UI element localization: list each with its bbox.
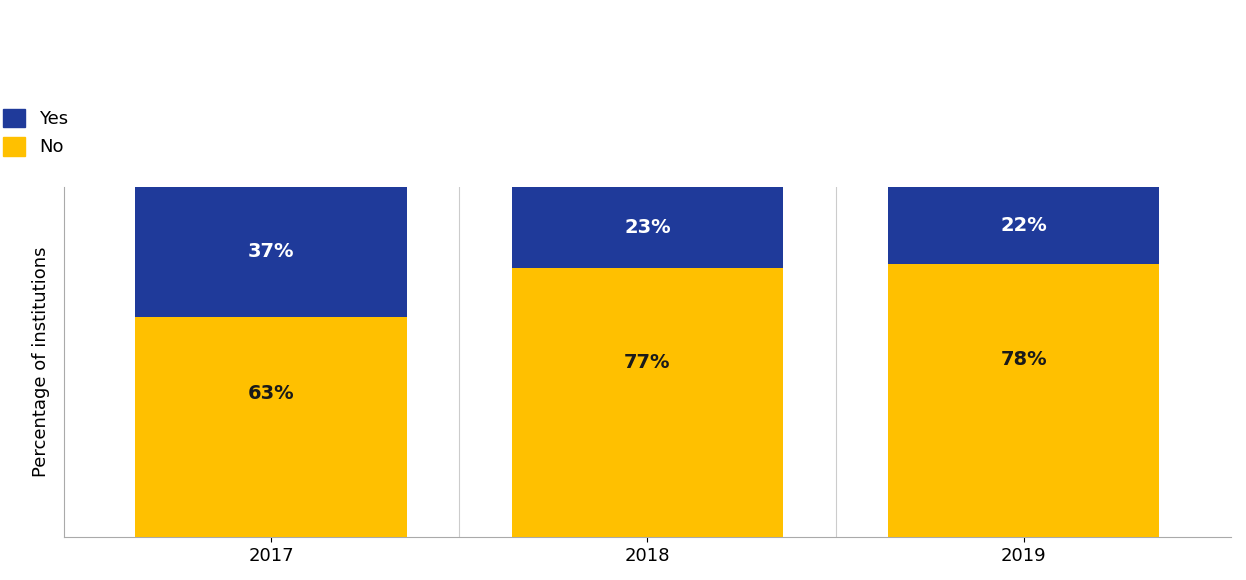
Bar bbox=[888, 187, 1160, 264]
Text: 63%: 63% bbox=[248, 385, 294, 404]
Bar bbox=[512, 268, 782, 537]
Legend: Yes, No: Yes, No bbox=[2, 108, 69, 157]
Bar bbox=[136, 317, 406, 537]
Bar bbox=[512, 187, 782, 268]
Text: 37%: 37% bbox=[248, 242, 294, 262]
Bar bbox=[136, 187, 406, 317]
Text: 78%: 78% bbox=[1001, 350, 1047, 369]
Text: 77%: 77% bbox=[624, 353, 670, 372]
Y-axis label: Percentage of institutions: Percentage of institutions bbox=[32, 247, 50, 477]
Text: 23%: 23% bbox=[624, 218, 670, 237]
Bar bbox=[888, 264, 1160, 537]
Text: 22%: 22% bbox=[1001, 216, 1048, 235]
